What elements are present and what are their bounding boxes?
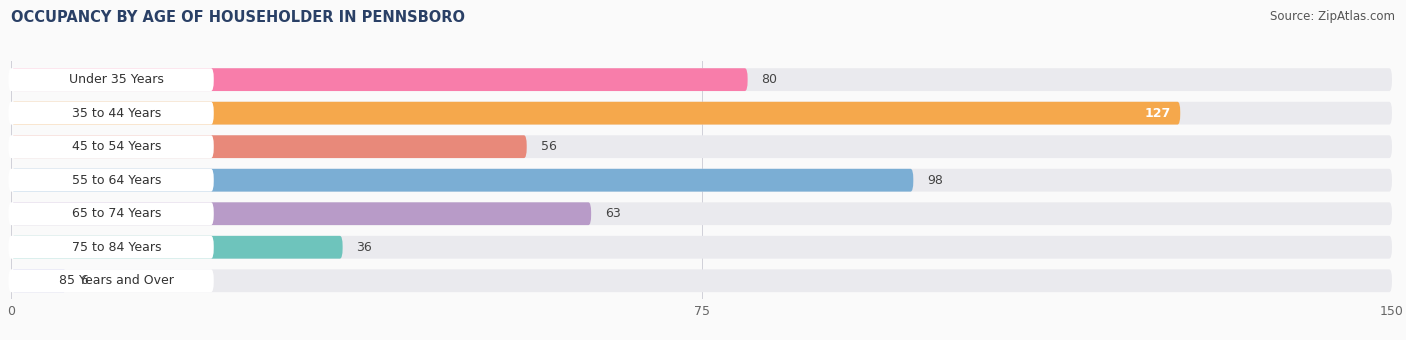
Text: 75 to 84 Years: 75 to 84 Years <box>72 241 162 254</box>
FancyBboxPatch shape <box>11 269 1392 292</box>
Text: 6: 6 <box>80 274 89 287</box>
Text: 80: 80 <box>762 73 778 86</box>
FancyBboxPatch shape <box>11 135 1392 158</box>
Text: 85 Years and Over: 85 Years and Over <box>59 274 174 287</box>
Text: 35 to 44 Years: 35 to 44 Years <box>72 107 162 120</box>
FancyBboxPatch shape <box>11 68 748 91</box>
FancyBboxPatch shape <box>11 169 914 192</box>
Text: Under 35 Years: Under 35 Years <box>69 73 165 86</box>
FancyBboxPatch shape <box>8 102 214 124</box>
Text: 55 to 64 Years: 55 to 64 Years <box>72 174 162 187</box>
FancyBboxPatch shape <box>11 102 1180 124</box>
Text: 63: 63 <box>605 207 620 220</box>
Text: 56: 56 <box>540 140 557 153</box>
FancyBboxPatch shape <box>8 135 214 158</box>
FancyBboxPatch shape <box>8 269 214 292</box>
Text: 45 to 54 Years: 45 to 54 Years <box>72 140 162 153</box>
Text: OCCUPANCY BY AGE OF HOUSEHOLDER IN PENNSBORO: OCCUPANCY BY AGE OF HOUSEHOLDER IN PENNS… <box>11 10 465 25</box>
FancyBboxPatch shape <box>8 68 214 91</box>
FancyBboxPatch shape <box>11 236 1392 259</box>
FancyBboxPatch shape <box>8 236 214 259</box>
Text: 65 to 74 Years: 65 to 74 Years <box>72 207 162 220</box>
FancyBboxPatch shape <box>11 68 1392 91</box>
Text: 36: 36 <box>357 241 373 254</box>
FancyBboxPatch shape <box>11 269 66 292</box>
FancyBboxPatch shape <box>11 169 1392 192</box>
Text: 98: 98 <box>927 174 943 187</box>
FancyBboxPatch shape <box>11 202 1392 225</box>
FancyBboxPatch shape <box>11 236 343 259</box>
FancyBboxPatch shape <box>8 202 214 225</box>
FancyBboxPatch shape <box>11 102 1392 124</box>
FancyBboxPatch shape <box>8 169 214 192</box>
FancyBboxPatch shape <box>11 135 527 158</box>
FancyBboxPatch shape <box>11 202 591 225</box>
Text: Source: ZipAtlas.com: Source: ZipAtlas.com <box>1270 10 1395 23</box>
Text: 127: 127 <box>1144 107 1171 120</box>
